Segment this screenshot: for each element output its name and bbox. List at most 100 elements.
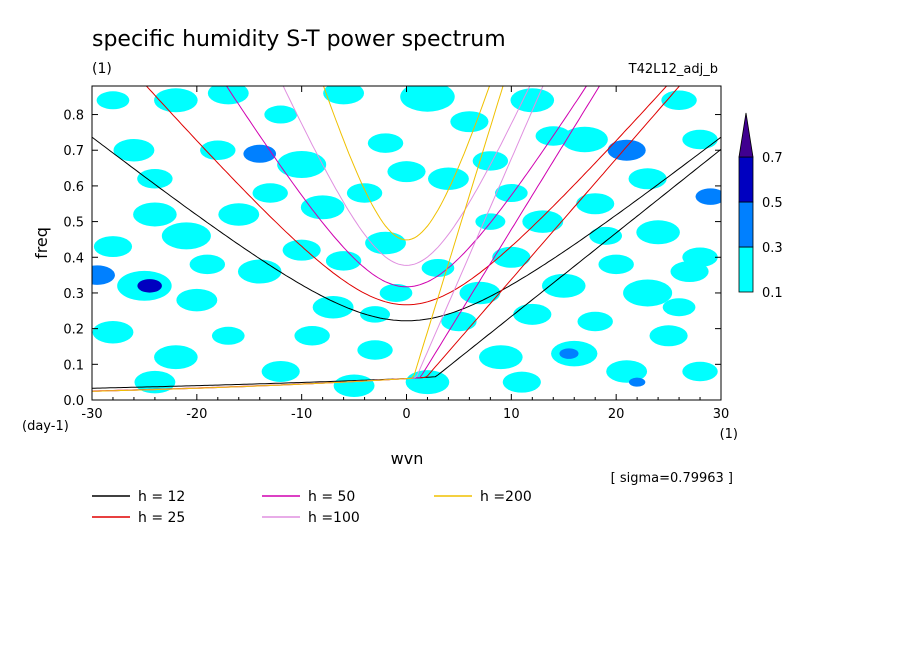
y-tick-label-6: 0.6 — [63, 180, 84, 195]
curve-kelvin-4 — [92, 86, 504, 392]
y-tick-label-2: 0.2 — [63, 323, 84, 338]
power-blob-7 — [323, 86, 365, 105]
legend: h = 12 h = 25 h = 50 h =100 h =200 — [92, 489, 532, 526]
power-blob-45 — [261, 360, 300, 382]
power-blob-51 — [513, 303, 552, 325]
y-tick-label-5: 0.5 — [63, 216, 84, 231]
power-blob-56 — [649, 325, 688, 347]
x-tick-label-4: 10 — [503, 407, 520, 422]
power-blob-10 — [450, 111, 489, 133]
power-blob-2 — [137, 169, 173, 189]
y-unit-label: (day-1) — [22, 419, 69, 434]
power-blob-44 — [211, 326, 245, 345]
power-blob-23 — [427, 167, 469, 191]
power-blob-77 — [682, 129, 718, 150]
power-blob-62 — [577, 311, 613, 332]
power-blob-13 — [607, 139, 646, 161]
power-blob-22 — [346, 183, 383, 203]
x-unit-label: (1) — [720, 427, 738, 442]
y-tick-label-7: 0.7 — [63, 144, 84, 159]
power-blob-50 — [479, 345, 523, 370]
power-blob-57 — [682, 361, 718, 382]
power-blob-41 — [670, 261, 709, 283]
power-blob-46 — [312, 295, 354, 319]
colorbar-segment-2 — [738, 156, 754, 203]
power-blob-29 — [92, 265, 115, 285]
power-blob-27 — [636, 220, 680, 245]
y-tick-label-4: 0.4 — [63, 251, 84, 266]
x-axis-label: wvn — [391, 449, 424, 468]
power-blob-49 — [441, 311, 477, 332]
power-blob-33 — [237, 259, 282, 284]
colorbar-segment-1 — [738, 201, 754, 248]
power-blob-61 — [459, 281, 501, 305]
run-label: T42L12_adj_b — [628, 62, 718, 77]
power-blob-16 — [93, 236, 133, 258]
chart-subtitle: (1) — [92, 61, 112, 77]
power-blob-40 — [623, 279, 673, 307]
power-blob-37 — [492, 246, 531, 268]
power-blob-76 — [264, 105, 298, 124]
chart-title: specific humidity S-T power spectrum — [92, 27, 506, 52]
colorbar-label-3: 0.7 — [762, 151, 783, 166]
power-blob-14 — [661, 90, 697, 111]
curve-gravity-0 — [92, 136, 721, 322]
power-blob-15 — [695, 188, 721, 205]
x-tick-label-6: 30 — [713, 407, 730, 422]
power-blob-38 — [541, 273, 586, 298]
colorbar-label-0: 0.1 — [762, 286, 783, 301]
power-blob-72 — [589, 226, 623, 245]
power-blob-4 — [207, 86, 249, 105]
plot-area — [91, 85, 722, 401]
power-blob-59 — [294, 326, 330, 346]
power-blob-8 — [367, 133, 404, 153]
power-blob-54 — [606, 360, 648, 383]
power-blob-17 — [133, 202, 177, 227]
power-blob-32 — [176, 288, 218, 312]
power-blob-70 — [628, 168, 667, 190]
power-blob-11 — [510, 88, 555, 113]
y-tick-label-0: 0.0 — [63, 394, 84, 409]
power-blob-68 — [494, 184, 528, 203]
power-blob-1 — [113, 138, 155, 162]
y-tick-label-8: 0.8 — [63, 109, 84, 124]
power-blob-66 — [200, 140, 236, 160]
power-blob-31 — [137, 279, 162, 293]
power-blob-67 — [387, 161, 426, 183]
colorbar-extend-triangle — [738, 112, 754, 158]
curve-gravity-3 — [282, 86, 531, 266]
power-blob-19 — [218, 203, 260, 226]
power-blob-21 — [300, 195, 345, 220]
colorbar: 0.1 0.3 0.5 0.7 — [738, 112, 783, 301]
power-blob-0 — [96, 91, 130, 110]
power-blob-9 — [400, 86, 455, 112]
power-blob-36 — [365, 231, 406, 255]
power-blob-5 — [243, 144, 277, 163]
power-blob-63 — [333, 374, 375, 397]
power-blob-42 — [92, 320, 134, 344]
power-blob-73 — [189, 254, 226, 275]
sigma-label: [ sigma=0.79963 ] — [611, 471, 733, 486]
x-tick-label-5: 20 — [608, 407, 625, 422]
power-blob-18 — [161, 222, 211, 250]
power-blob-47 — [357, 340, 393, 360]
power-blob-43 — [154, 345, 198, 370]
y-axis-label: freq — [32, 227, 51, 259]
dispersion-curves — [92, 86, 721, 392]
x-tick-label-2: -10 — [291, 407, 312, 422]
legend-label-1: h = 25 — [138, 510, 185, 526]
y-tick-label-3: 0.3 — [63, 287, 84, 302]
power-blob-26 — [576, 193, 615, 215]
colorbar-label-1: 0.3 — [762, 241, 783, 256]
y-axis: 0.0 0.1 0.2 0.3 0.4 0.5 0.6 0.7 0.8 — [63, 109, 721, 409]
x-tick-label-3: 0 — [402, 407, 410, 422]
power-blob-6 — [277, 151, 327, 178]
y-tick-label-1: 0.1 — [63, 358, 84, 373]
legend-label-4: h =200 — [480, 489, 532, 505]
power-blob-53 — [559, 348, 579, 359]
legend-label-3: h =100 — [308, 510, 360, 526]
power-blob-58 — [134, 370, 176, 394]
x-tick-label-0: -30 — [81, 407, 102, 422]
power-blob-25 — [522, 210, 564, 233]
